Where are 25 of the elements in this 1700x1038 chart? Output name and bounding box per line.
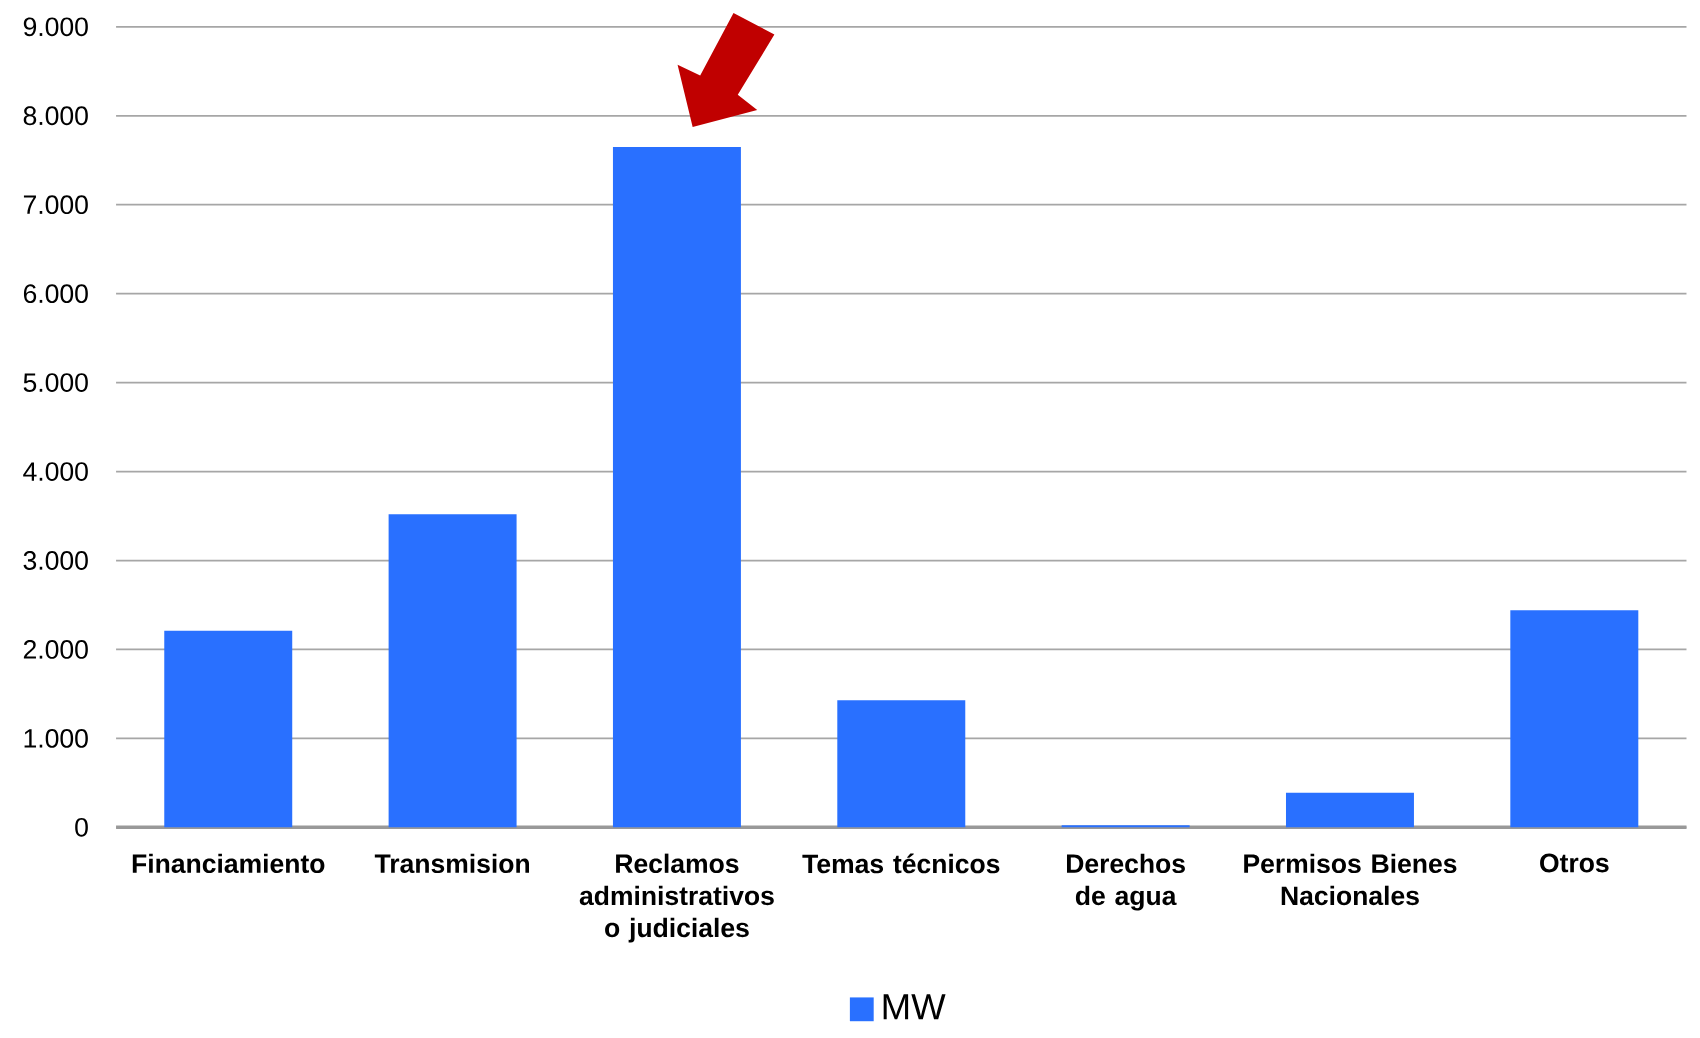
bar <box>837 699 966 828</box>
y-tick-label: 5.000 <box>23 372 88 392</box>
y-tick-label: 1.000 <box>24 728 88 748</box>
y-tick-label: 2.000 <box>23 639 88 659</box>
x-tick-label: Reclamos administrativos o judiciales <box>579 853 774 943</box>
legend-label: MW <box>883 993 946 1020</box>
y-tick-label: 9.000 <box>23 17 88 36</box>
y-tick-label: 0 <box>75 817 88 837</box>
bar <box>164 630 293 828</box>
bar <box>1285 792 1414 828</box>
bar <box>1510 610 1639 828</box>
y-tick-label: 7.000 <box>23 195 88 214</box>
y-tick-label: 8.000 <box>23 106 88 125</box>
x-tick-label: Derechos de agua <box>1066 853 1185 911</box>
bar <box>1061 824 1190 828</box>
bar <box>388 514 517 828</box>
y-tick-label: 3.000 <box>23 550 88 570</box>
x-tick-label: Permisos Bienes Nacionales <box>1244 853 1457 905</box>
x-tick-label: Temas técnicos <box>802 853 1000 874</box>
bar <box>612 146 741 828</box>
x-tick-label: Transmision <box>374 853 529 873</box>
y-tick-label: 4.000 <box>23 461 88 481</box>
y-tick-label: 6.000 <box>23 284 88 303</box>
x-tick-label: Otros <box>1540 853 1609 873</box>
x-tick-label: Financiamiento <box>132 853 325 873</box>
